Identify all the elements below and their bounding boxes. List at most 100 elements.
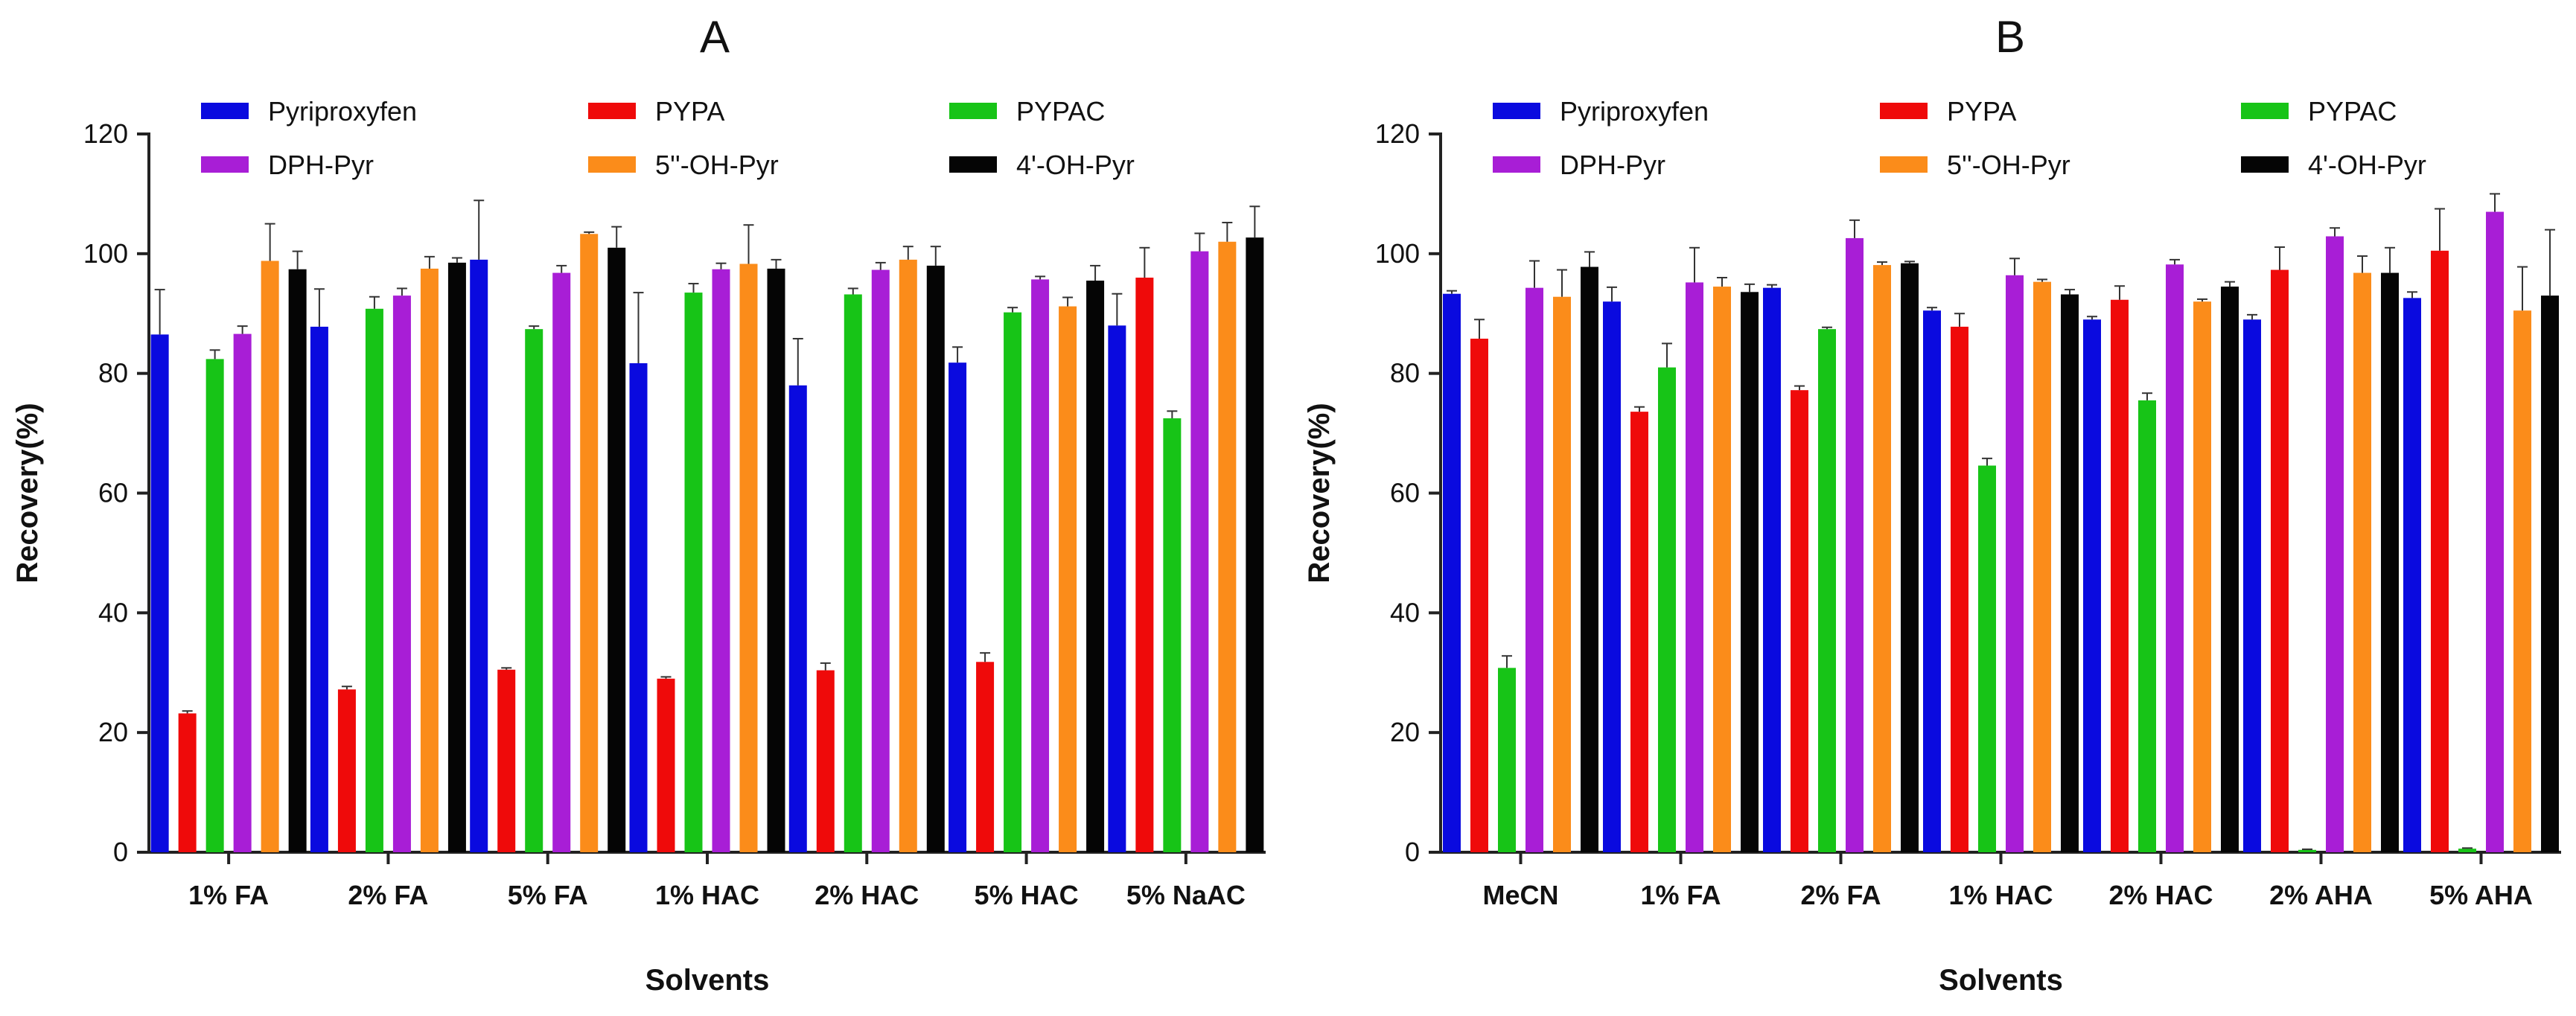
bar [1763,287,1781,852]
bar [1603,301,1621,853]
bar [1553,296,1571,852]
y-tick-label: 80 [1390,358,1420,389]
y-axis-label: Recovery(%) [11,403,44,583]
legend-label: 5''-OH-Pyr [1947,150,2070,180]
x-tick-label: 5% FA [508,880,588,910]
x-tick-label: 2% FA [348,880,428,910]
bar [2298,849,2316,852]
chart-title: B [1995,12,2025,62]
bar [205,359,224,852]
bar [2326,236,2344,852]
y-tick-label: 60 [1390,478,1420,508]
bar [1818,329,1836,852]
legend-swatch [588,103,636,119]
bar [470,259,488,852]
bar [657,678,675,852]
legend-swatch [201,103,249,119]
bar [2193,301,2211,853]
bar [2111,299,2129,853]
bar [844,294,862,852]
legend-label: PYPAC [2308,96,2397,127]
bar [2033,281,2051,853]
y-tick-label: 100 [83,238,128,269]
legend-swatch [1880,156,1928,173]
bar [497,669,516,852]
y-tick-label: 20 [1390,717,1420,747]
bar [580,234,599,852]
legend-label: 4'-OH-Pyr [1016,150,1135,180]
x-tick-label: 2% FA [1800,880,1881,910]
bar [1873,265,1891,852]
bar [337,689,356,852]
bar [684,293,703,853]
bar [1923,310,1941,853]
legend-label: PYPA [655,96,724,127]
legend-swatch [2241,103,2289,119]
y-tick-label: 0 [1405,837,1420,867]
bar [2381,272,2399,853]
y-tick-label: 80 [98,358,128,389]
x-tick-label: 2% HAC [814,880,919,910]
legend-swatch [201,156,249,173]
bar [1163,418,1182,852]
bar [1791,390,1808,852]
bar [1498,668,1516,852]
x-tick-label: 1% HAC [655,880,759,910]
bar [2403,298,2421,852]
bar [150,334,169,852]
bar [608,247,626,853]
legend-swatch [1493,156,1540,173]
bar [1086,281,1105,852]
y-tick-label: 20 [98,717,128,747]
y-tick-label: 40 [1390,597,1420,627]
y-tick-label: 100 [1375,238,1420,269]
legend-label: 5''-OH-Pyr [655,150,779,180]
bar [2271,269,2289,852]
bar [1108,325,1126,852]
bar [2061,294,2079,852]
legend-swatch [1493,103,1540,119]
bar [288,269,307,852]
x-tick-label: 5% AHA [2429,880,2533,910]
bar [2221,287,2239,852]
bar [871,269,890,852]
bar [1004,312,1022,852]
bar [552,272,571,853]
chart-panel-B: B 0 20 40 60 80 100 120 Recovery(%) Solvents MeCN 1… [1303,12,2561,997]
x-tick-label: 2% AHA [2269,880,2373,910]
bar [2486,211,2504,853]
y-tick-label: 120 [83,118,128,149]
bar [1190,251,1209,852]
x-tick-label: 5% NaAC [1126,880,1246,910]
x-tick-label: 2% HAC [2108,880,2213,910]
bar [525,329,543,852]
bar [926,265,945,853]
bar [2541,295,2559,852]
bar [629,362,648,852]
bar [1741,292,1759,852]
bar [2006,275,2024,852]
bar [976,662,995,852]
bar [788,385,807,852]
bar [2083,319,2101,853]
bar [949,362,967,853]
legend-swatch [1880,103,1928,119]
bar [767,268,785,852]
bar [1978,465,1996,852]
bar [2431,250,2449,852]
bar [178,713,197,852]
legend-label: PYPAC [1016,96,1105,127]
y-tick-label: 0 [113,837,128,867]
bar [1470,339,1488,852]
bar [1713,287,1731,852]
legend-swatch [588,156,636,173]
bar [1135,278,1154,852]
y-tick-label: 60 [98,478,128,508]
bar [261,261,279,852]
bar [365,308,383,853]
chart-title: A [700,12,730,62]
bar [2243,319,2261,853]
bar [1658,367,1676,852]
legend-label: DPH-Pyr [268,150,374,180]
